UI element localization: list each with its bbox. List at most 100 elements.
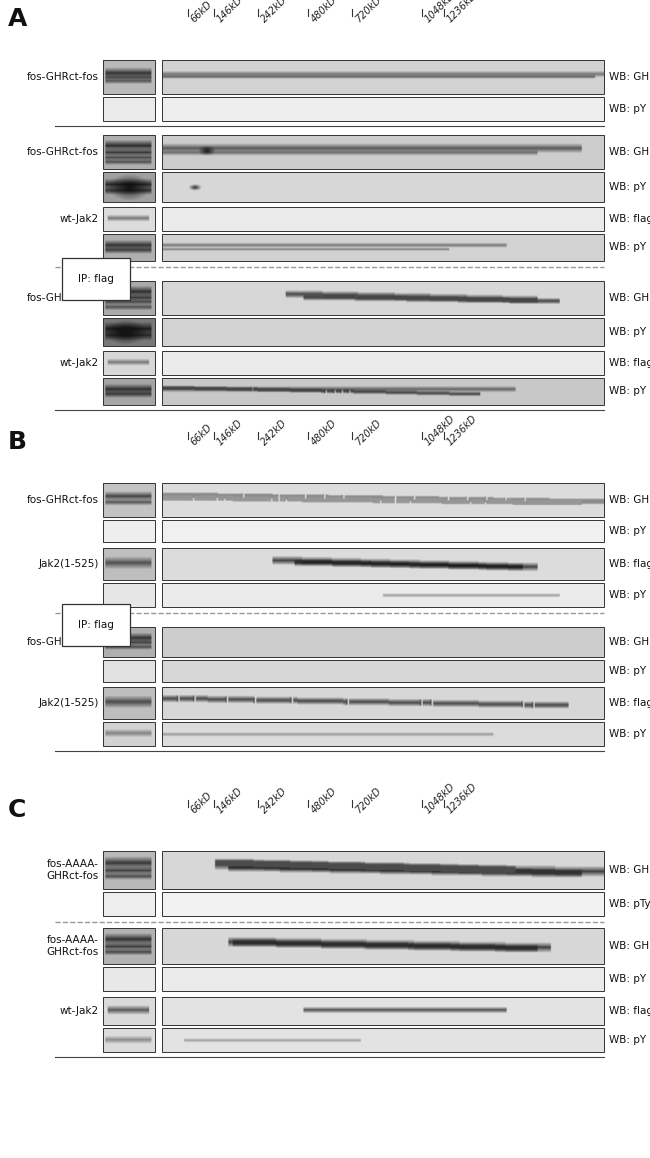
Bar: [103, 520, 155, 542]
Text: WB: flag: WB: flag: [609, 698, 650, 708]
Text: WB: pY: WB: pY: [609, 387, 646, 396]
Text: WB: pY: WB: pY: [609, 730, 646, 739]
Text: WB: GHR: WB: GHR: [609, 637, 650, 647]
Bar: [103, 721, 155, 746]
Bar: [103, 687, 155, 719]
Text: IP: flag: IP: flag: [78, 274, 114, 284]
Text: WB: pY: WB: pY: [609, 589, 646, 600]
Bar: [162, 928, 604, 963]
Text: WB: flag: WB: flag: [609, 559, 650, 569]
Bar: [103, 1028, 155, 1051]
Bar: [103, 173, 155, 201]
Bar: [103, 318, 155, 346]
Text: 242kD: 242kD: [259, 785, 289, 815]
Text: WB: pY: WB: pY: [609, 974, 646, 984]
Bar: [103, 548, 155, 580]
Text: 242kD: 242kD: [259, 418, 289, 447]
Text: 146kD: 146kD: [215, 0, 244, 24]
Text: WB: pY: WB: pY: [609, 104, 646, 113]
Bar: [162, 173, 604, 201]
Text: fos-GHRct-fos: fos-GHRct-fos: [27, 637, 99, 647]
Bar: [103, 967, 155, 991]
Text: wt-Jak2: wt-Jak2: [60, 1006, 99, 1016]
Text: WB: GHR: WB: GHR: [609, 865, 650, 875]
Text: fos-AAAA-
GHRct-fos: fos-AAAA- GHRct-fos: [47, 859, 99, 881]
Bar: [103, 928, 155, 963]
Bar: [162, 892, 604, 916]
Text: WB: GHR: WB: GHR: [609, 293, 650, 303]
Bar: [103, 281, 155, 315]
Text: C: C: [8, 798, 27, 822]
Text: 1236kD: 1236kD: [445, 413, 479, 447]
Text: 1236kD: 1236kD: [445, 780, 479, 815]
Text: A: A: [8, 7, 27, 31]
Text: fos-GHRct-fos: fos-GHRct-fos: [27, 72, 99, 82]
Bar: [162, 851, 604, 889]
Bar: [103, 234, 155, 261]
Bar: [103, 135, 155, 169]
Bar: [162, 967, 604, 991]
Text: fos-GHRct-fos: fos-GHRct-fos: [27, 147, 99, 157]
Text: WB: pY: WB: pY: [609, 1035, 646, 1045]
Bar: [162, 626, 604, 657]
Bar: [162, 548, 604, 580]
Bar: [162, 60, 604, 94]
Text: WB: GHR: WB: GHR: [609, 494, 650, 505]
Bar: [103, 626, 155, 657]
Text: 146kD: 146kD: [215, 418, 244, 447]
Bar: [162, 97, 604, 120]
Bar: [162, 378, 604, 405]
Text: 1236kD: 1236kD: [445, 0, 479, 24]
Bar: [103, 660, 155, 682]
Text: fos-GHRct-fos: fos-GHRct-fos: [27, 494, 99, 505]
Bar: [162, 135, 604, 169]
Bar: [103, 582, 155, 607]
Text: 66kD: 66kD: [189, 0, 214, 24]
Bar: [162, 582, 604, 607]
Text: 480kD: 480kD: [309, 0, 339, 24]
Bar: [162, 997, 604, 1025]
Text: 720kD: 720kD: [353, 418, 383, 447]
Text: 66kD: 66kD: [189, 790, 214, 815]
Bar: [103, 892, 155, 916]
Bar: [162, 318, 604, 346]
Text: WB: flag: WB: flag: [609, 358, 650, 368]
Text: WB: GHR: WB: GHR: [609, 72, 650, 82]
Bar: [103, 351, 155, 375]
Text: 1048kD: 1048kD: [423, 0, 457, 24]
Text: IP: flag: IP: flag: [78, 620, 114, 630]
Text: wt-Jak2: wt-Jak2: [60, 358, 99, 368]
Text: Jak2(1-525): Jak2(1-525): [38, 698, 99, 708]
Text: fos-AAAA-
GHRct-fos: fos-AAAA- GHRct-fos: [47, 936, 99, 957]
Text: WB: pY: WB: pY: [609, 242, 646, 252]
Text: WB: GHR: WB: GHR: [609, 147, 650, 157]
Text: WB: pY: WB: pY: [609, 182, 646, 192]
Bar: [103, 997, 155, 1025]
Text: WB: pY: WB: pY: [609, 666, 646, 676]
Text: WB: pY: WB: pY: [609, 327, 646, 337]
Bar: [162, 234, 604, 261]
Text: WB: flag: WB: flag: [609, 214, 650, 223]
Bar: [162, 520, 604, 542]
Text: 480kD: 480kD: [309, 785, 339, 815]
Bar: [162, 207, 604, 230]
Text: 480kD: 480kD: [309, 418, 339, 447]
Text: 1048kD: 1048kD: [423, 780, 457, 815]
Bar: [162, 660, 604, 682]
Text: wt-Jak2: wt-Jak2: [60, 214, 99, 223]
Text: 1048kD: 1048kD: [423, 413, 457, 447]
Bar: [162, 721, 604, 746]
Bar: [103, 483, 155, 516]
Bar: [162, 281, 604, 315]
Text: WB: pTyr: WB: pTyr: [609, 899, 650, 909]
Bar: [162, 483, 604, 516]
Bar: [103, 60, 155, 94]
Bar: [162, 687, 604, 719]
Text: fos-GHRct-fos: fos-GHRct-fos: [27, 293, 99, 303]
Bar: [162, 1028, 604, 1051]
Text: 66kD: 66kD: [189, 422, 214, 447]
Text: 720kD: 720kD: [353, 785, 383, 815]
Text: 720kD: 720kD: [353, 0, 383, 24]
Text: WB: pY: WB: pY: [609, 526, 646, 536]
Text: Jak2(1-525): Jak2(1-525): [38, 559, 99, 569]
